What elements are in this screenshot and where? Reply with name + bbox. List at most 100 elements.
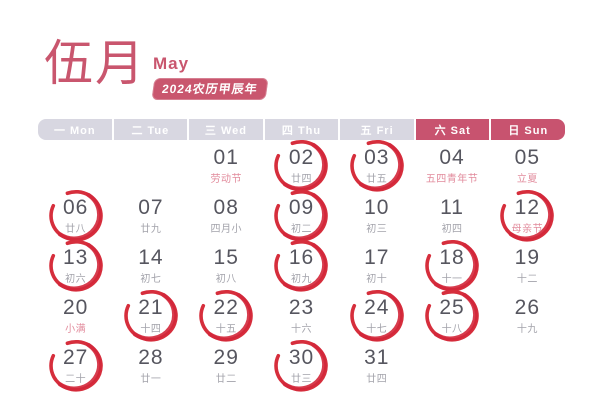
month-header: 伍月 May 2024农历甲辰年 <box>44 36 269 100</box>
day-lunar-label: 母亲节 <box>511 224 544 236</box>
calendar-day: 22 十五 <box>189 289 264 343</box>
day-lunar-label: 十一 <box>441 274 463 286</box>
calendar-day: 19 十二 <box>490 243 565 293</box>
day-lunar-label: 初八 <box>215 274 237 286</box>
day-number: 19 <box>514 246 541 269</box>
day-number: 02 <box>288 146 315 169</box>
day-number: 03 <box>364 146 390 169</box>
calendar-grid: 01 劳动节 02 廿四 03 廿五 04 五四青年节 05 立夏 06 廿八 … <box>38 139 565 393</box>
day-lunar-label: 十六 <box>290 324 312 336</box>
day-number: 10 <box>364 196 390 219</box>
day-lunar-label: 十四 <box>140 324 162 336</box>
day-number: 27 <box>62 346 89 369</box>
day-lunar-label: 初十 <box>366 274 388 286</box>
calendar-day: 12 母亲节 <box>490 189 565 243</box>
weekday-header-cell: 一 Mon <box>38 119 112 140</box>
day-number: 14 <box>138 246 164 269</box>
day-lunar-label: 廿三 <box>290 374 312 386</box>
day-number: 06 <box>62 196 89 219</box>
day-number: 04 <box>439 146 465 169</box>
calendar-day: 18 十一 <box>414 239 489 293</box>
day-number: 30 <box>288 346 315 369</box>
day-lunar-label: 廿八 <box>65 224 87 236</box>
calendar-day: 07 廿九 <box>113 193 188 243</box>
day-number: 01 <box>213 146 239 169</box>
day-lunar-label: 廿五 <box>366 174 388 186</box>
month-subtitle-block: May 2024农历甲辰年 <box>151 54 269 100</box>
day-number: 09 <box>288 196 315 219</box>
calendar-day: 14 初七 <box>113 243 188 293</box>
day-lunar-label: 十五 <box>215 324 237 336</box>
day-number: 13 <box>62 246 89 269</box>
calendar-day: 09 初二 <box>264 189 339 243</box>
calendar-day: 26 十九 <box>490 293 565 343</box>
calendar-day: 31 廿四 <box>339 343 414 393</box>
calendar-day: 02 廿四 <box>264 139 339 193</box>
day-number: 05 <box>514 146 541 169</box>
calendar-day: 28 廿一 <box>113 343 188 393</box>
calendar-day: 30 廿三 <box>264 339 339 393</box>
day-number: 26 <box>514 296 541 319</box>
day-number: 31 <box>364 346 390 369</box>
calendar-day: 13 初六 <box>38 239 113 293</box>
day-lunar-label: 小满 <box>65 324 87 336</box>
day-lunar-label: 十七 <box>366 324 388 336</box>
weekday-header-cell: 二 Tue <box>113 119 188 140</box>
calendar-day: 23 十六 <box>264 293 339 343</box>
day-lunar-label: 廿四 <box>290 174 312 186</box>
calendar-day: 01 劳动节 <box>189 143 264 193</box>
day-lunar-label: 初二 <box>290 224 312 236</box>
calendar-day: 11 初四 <box>414 193 489 243</box>
day-lunar-label: 二十 <box>65 374 87 386</box>
calendar-day: 27 二十 <box>38 339 113 393</box>
day-number: 15 <box>213 246 239 269</box>
day-number: 16 <box>288 246 315 269</box>
calendar-day: 25 十八 <box>414 289 489 343</box>
weekday-header-cell: 日 Sun <box>491 119 566 140</box>
day-lunar-label: 十八 <box>441 324 463 336</box>
calendar-day: 06 廿八 <box>38 189 113 243</box>
day-number: 12 <box>514 196 541 219</box>
day-lunar-label: 立夏 <box>516 174 538 186</box>
day-lunar-label: 廿四 <box>366 374 388 386</box>
calendar-day: 04 五四青年节 <box>414 143 489 193</box>
day-number: 18 <box>439 246 465 269</box>
day-number: 20 <box>62 296 89 319</box>
weekday-header-cell: 三 Wed <box>189 119 263 140</box>
day-number: 23 <box>288 296 315 319</box>
weekday-header-cell: 六 Sat <box>415 119 490 140</box>
calendar-day: 10 初三 <box>339 193 414 243</box>
day-number: 08 <box>213 196 239 219</box>
calendar-day: 08 四月小 <box>189 193 264 243</box>
day-number: 07 <box>138 196 164 219</box>
calendar-day: 21 十四 <box>113 289 188 343</box>
day-lunar-label: 劳动节 <box>210 174 242 186</box>
weekday-header-row: 一 Mon 二 Tue 三 Wed 四 Thu 五 Fri 六 Sat 日 Sun <box>38 119 566 140</box>
calendar-day: 03 廿五 <box>339 139 414 193</box>
day-number: 28 <box>138 346 164 369</box>
day-lunar-label: 十二 <box>516 274 538 286</box>
day-lunar-label: 五四青年节 <box>425 174 479 186</box>
day-number: 25 <box>439 296 465 319</box>
calendar-day: 20 小满 <box>38 293 113 343</box>
day-lunar-label: 十九 <box>516 324 538 336</box>
weekday-header-cell: 四 Thu <box>264 119 339 140</box>
day-lunar-label: 廿一 <box>140 374 162 386</box>
day-number: 29 <box>213 346 239 369</box>
calendar-day: 17 初十 <box>339 243 414 293</box>
day-number: 24 <box>364 296 390 319</box>
day-number: 17 <box>364 246 390 269</box>
day-lunar-label: 初四 <box>441 224 463 236</box>
day-number: 21 <box>138 296 164 319</box>
day-lunar-label: 初九 <box>290 274 312 286</box>
month-title-chinese: 伍月 <box>44 37 147 91</box>
day-lunar-label: 初三 <box>366 224 388 236</box>
weekday-header-cell: 五 Fri <box>340 119 414 140</box>
day-number: 22 <box>213 296 239 319</box>
calendar-day: 24 十七 <box>339 289 414 343</box>
day-lunar-label: 廿九 <box>140 224 162 236</box>
day-lunar-label: 初六 <box>65 274 87 286</box>
calendar-day: 05 立夏 <box>490 143 565 193</box>
calendar-day: 29 廿二 <box>189 343 264 393</box>
